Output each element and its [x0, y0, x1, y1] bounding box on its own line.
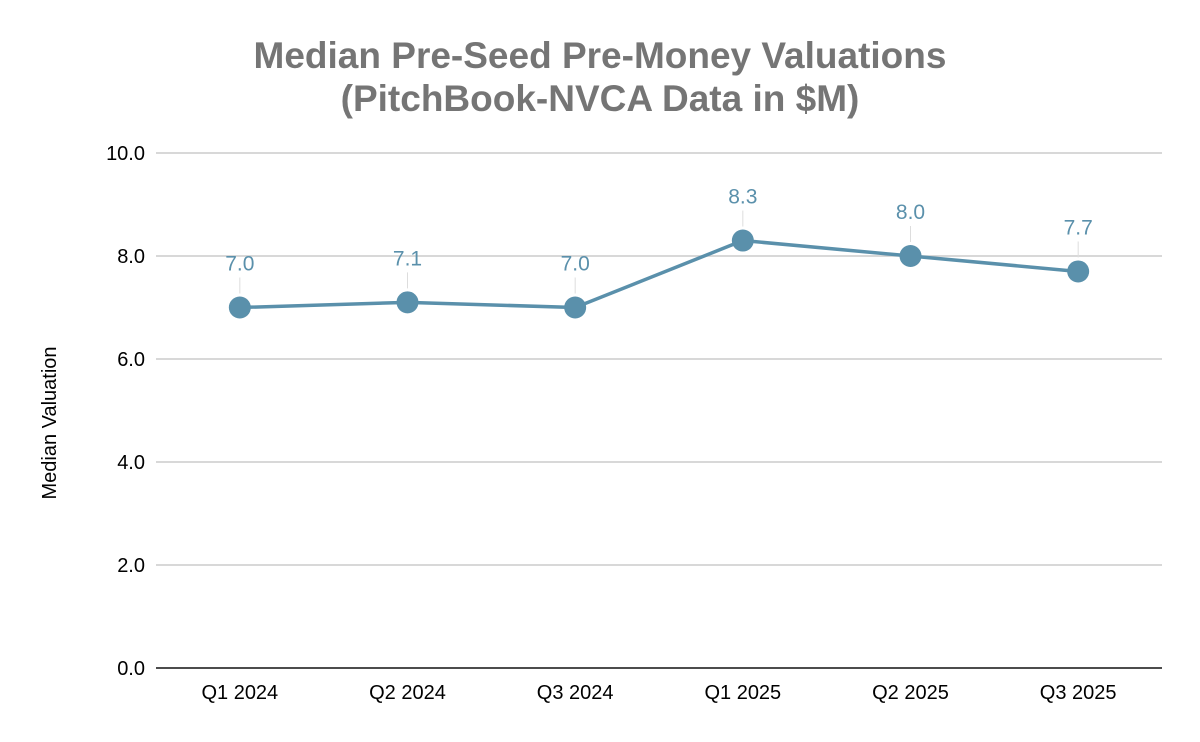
gridlines	[156, 152, 1162, 669]
y-axis-label: Median Valuation	[39, 346, 61, 499]
x-tick-label: Q2 2025	[872, 682, 949, 704]
data-point	[731, 229, 754, 252]
x-tick-label: Q3 2025	[1040, 682, 1117, 704]
y-tick-label: 2.0	[117, 555, 145, 577]
data-point	[899, 245, 922, 267]
chart-title-line-2: (PitchBook-NVCA Data in $M)	[341, 78, 860, 119]
chart-title-line-1: Median Pre-Seed Pre-Money Valuations	[254, 35, 947, 76]
series	[228, 229, 1090, 319]
data-point	[228, 296, 251, 319]
y-tick-label: 4.0	[117, 452, 145, 474]
data-label: 7.1	[393, 247, 422, 270]
data-label: 8.3	[728, 186, 757, 209]
x-tick-label: Q1 2025	[704, 682, 781, 704]
x-tick-label: Q3 2024	[537, 682, 614, 704]
data-point	[396, 291, 419, 314]
y-tick-label: 8.0	[117, 246, 145, 268]
y-tick-label: 10.0	[106, 143, 145, 165]
data-label: 7.0	[561, 253, 590, 276]
data-label: 7.7	[1064, 216, 1093, 239]
data-label: 7.0	[225, 253, 254, 276]
data-point	[1067, 260, 1090, 283]
y-tick-label: 0.0	[117, 658, 145, 680]
series-line	[238, 238, 1080, 310]
x-tick-label: Q2 2024	[369, 682, 446, 704]
data-point	[564, 296, 587, 319]
x-tick-labels: Q1 2024 Q2 2024 Q3 2024 Q1 2025 Q2 2025 Q3 20…	[201, 682, 1116, 704]
x-tick-label: Q1 2024	[201, 682, 278, 704]
y-tick-labels: 0.0 2.0 4.0 6.0 8.0 10.0	[106, 143, 145, 680]
y-tick-label: 6.0	[117, 349, 145, 371]
data-labels: 7.0 7.1 7.0 8.3 8.0 7.7	[225, 186, 1093, 294]
data-label: 8.0	[896, 201, 925, 224]
